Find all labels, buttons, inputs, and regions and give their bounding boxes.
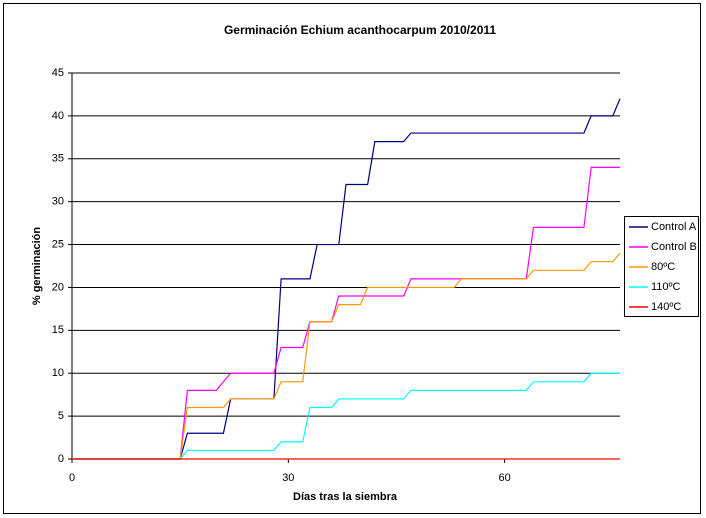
series-line (72, 98, 621, 460)
x-tick-label: 60 (499, 472, 511, 484)
chart-border (3, 3, 701, 514)
y-tick-label: 25 (52, 238, 64, 250)
y-tick-label: 15 (52, 324, 64, 336)
legend-label: 80ºC (651, 261, 675, 273)
y-axis-title: % germinación (31, 227, 43, 306)
y-tick-label: 10 (52, 367, 64, 379)
x-tick-label: 0 (69, 472, 75, 484)
x-tick-label: 30 (282, 472, 294, 484)
y-tick-label: 45 (52, 67, 64, 79)
y-tick-label: 5 (58, 410, 64, 422)
x-axis-title: Días tras la siembra (293, 491, 398, 503)
y-tick-label: 35 (52, 153, 64, 165)
series-line (72, 372, 620, 460)
legend-label: 110ºC (651, 281, 681, 293)
y-tick-label: 30 (52, 196, 64, 208)
y-tick-label: 20 (52, 281, 64, 293)
y-tick-label: 0 (58, 453, 64, 465)
series-line (72, 252, 621, 460)
legend-label: 140ºC (651, 301, 681, 313)
chart-title: Germinación Echium acanthocarpum 2010/20… (224, 23, 496, 37)
y-tick-label: 40 (52, 110, 64, 122)
legend-label: Control A (651, 221, 697, 233)
legend-label: Control B (651, 241, 697, 253)
